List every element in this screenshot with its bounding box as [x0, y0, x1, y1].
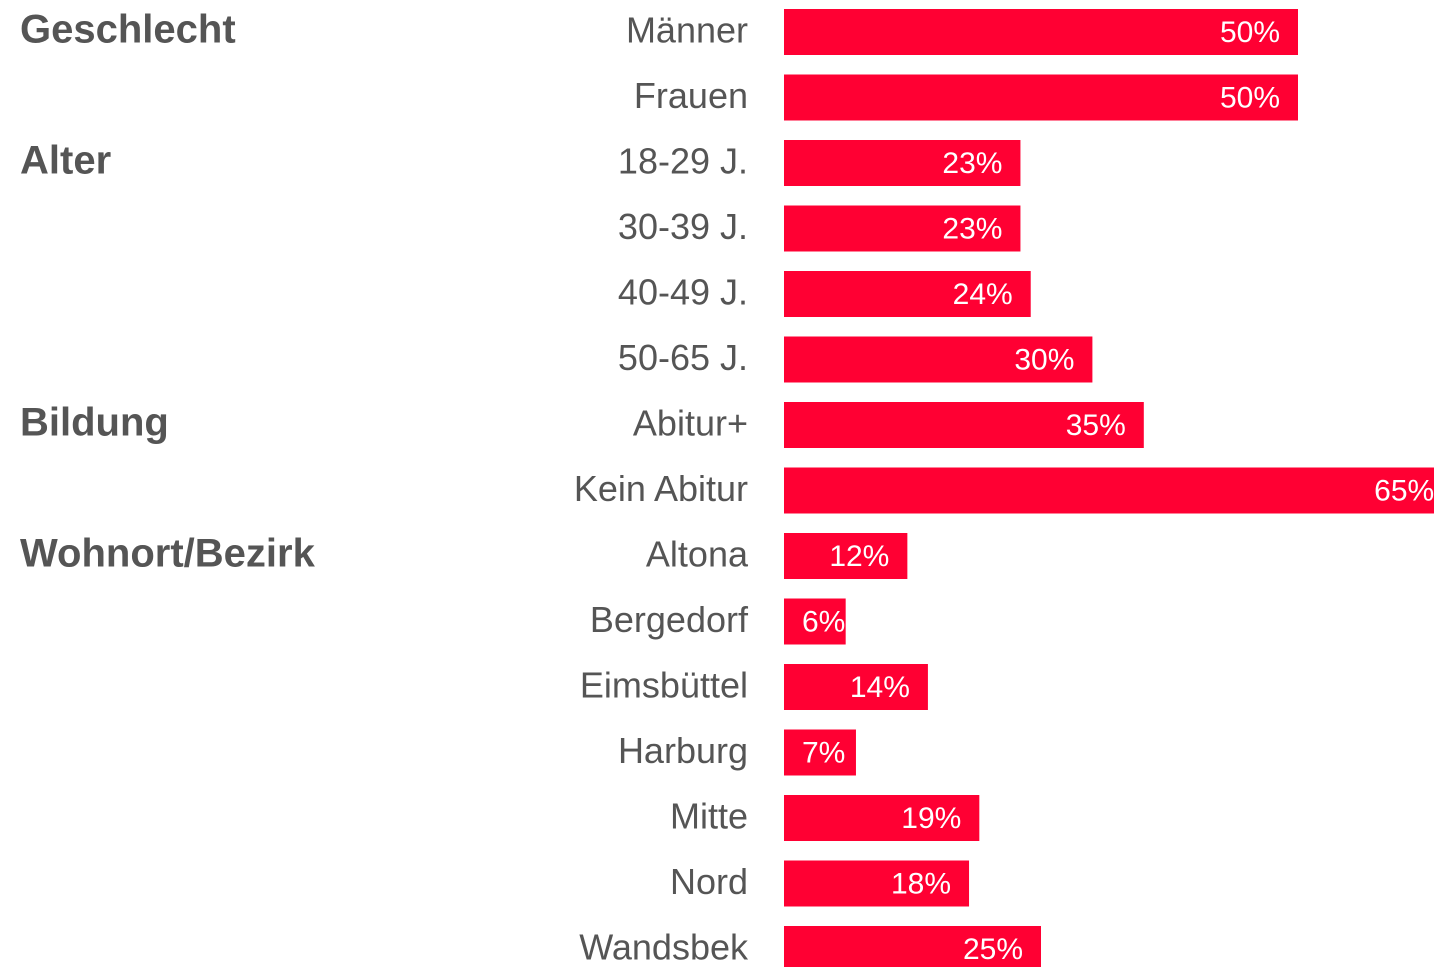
category-label: Wandsbek — [579, 927, 749, 967]
category-label: Nord — [670, 861, 748, 902]
bar — [784, 74, 1298, 121]
category-label: Harburg — [618, 730, 748, 771]
bar — [784, 336, 1093, 383]
bar — [784, 664, 928, 710]
value-label: 6% — [802, 605, 845, 638]
value-label: 65% — [1374, 474, 1434, 507]
bar — [784, 860, 970, 907]
value-label: 12% — [829, 540, 889, 573]
category-label: Eimsbüttel — [580, 665, 748, 706]
value-label: 23% — [942, 212, 1002, 245]
bar — [784, 729, 856, 776]
group-label: Wohnort/Bezirk — [20, 532, 316, 576]
category-label: Männer — [626, 10, 748, 51]
category-label: 40-49 J. — [618, 272, 748, 313]
category-label: Frauen — [634, 75, 748, 116]
bar — [784, 9, 1298, 55]
category-label: Mitte — [670, 796, 748, 837]
value-label: 14% — [850, 671, 910, 704]
bar — [784, 926, 1041, 967]
value-label: 18% — [891, 867, 951, 900]
category-label: 30-39 J. — [618, 206, 748, 247]
category-label: 18-29 J. — [618, 141, 748, 182]
bar — [784, 205, 1021, 252]
bar — [784, 467, 1434, 514]
value-label: 23% — [942, 147, 1002, 180]
value-label: 35% — [1066, 409, 1126, 442]
category-label: 50-65 J. — [618, 337, 748, 378]
value-label: 25% — [963, 933, 1023, 966]
value-label: 24% — [953, 278, 1013, 311]
category-label: Abitur+ — [633, 403, 748, 444]
bar — [784, 271, 1031, 317]
bar — [784, 795, 980, 841]
category-label: Kein Abitur — [574, 468, 748, 509]
value-label: 50% — [1220, 81, 1280, 114]
group-label: Bildung — [20, 401, 169, 445]
bar — [784, 598, 846, 645]
category-label: Altona — [646, 534, 749, 575]
group-label: Geschlecht — [20, 8, 236, 52]
bar — [784, 533, 908, 579]
value-label: 50% — [1220, 16, 1280, 49]
category-label: Bergedorf — [590, 599, 749, 640]
value-label: 30% — [1014, 343, 1074, 376]
value-label: 7% — [802, 736, 845, 769]
value-label: 19% — [901, 802, 961, 835]
bar — [784, 402, 1144, 448]
group-label: Alter — [20, 139, 111, 183]
bar — [784, 140, 1021, 186]
